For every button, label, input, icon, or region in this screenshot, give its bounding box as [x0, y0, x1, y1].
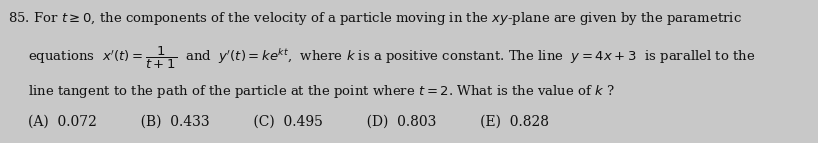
Text: 85. For $t \geq 0$, the components of the velocity of a particle moving in the $: 85. For $t \geq 0$, the components of th… — [8, 10, 742, 27]
Text: (A)  0.072          (B)  0.433          (C)  0.495          (D)  0.803          : (A) 0.072 (B) 0.433 (C) 0.495 (D) 0.803 — [28, 115, 549, 129]
Text: line tangent to the path of the particle at the point where $t = 2$. What is the: line tangent to the path of the particle… — [28, 83, 615, 100]
Text: equations  $x'(t) = \dfrac{1}{t+1}$  and  $y'(t) = ke^{kt}$,  where $k$ is a pos: equations $x'(t) = \dfrac{1}{t+1}$ and $… — [28, 45, 756, 71]
